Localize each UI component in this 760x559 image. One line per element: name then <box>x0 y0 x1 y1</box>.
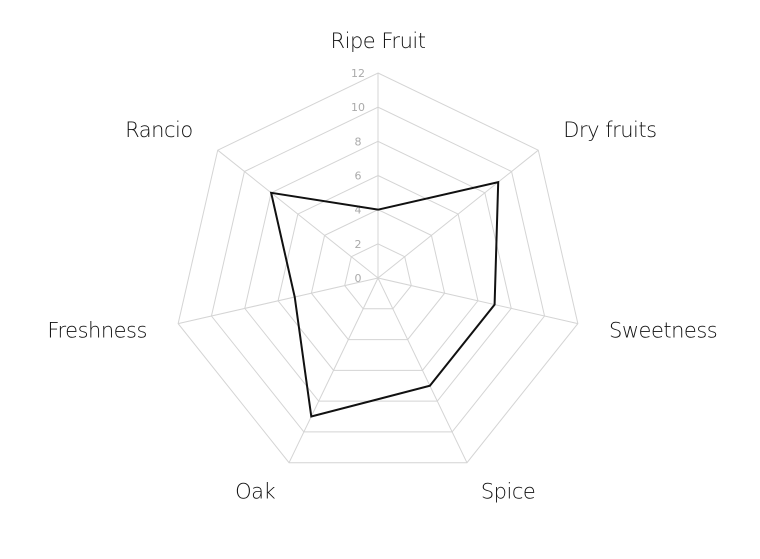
category-label: Rancio <box>125 118 193 142</box>
category-label: Freshness <box>47 319 147 343</box>
spoke <box>178 277 379 325</box>
grid-ring <box>210 106 546 433</box>
r-tick-label: 2 <box>355 238 362 251</box>
data-line <box>269 180 500 418</box>
spoke <box>217 149 379 279</box>
grid-ring <box>277 174 479 371</box>
category-label: Dry fruits <box>563 118 656 142</box>
grid-ring <box>310 209 446 341</box>
r-tick-label: 8 <box>355 135 362 148</box>
spoke <box>377 277 578 325</box>
grid-ring <box>344 243 412 310</box>
spoke <box>377 149 539 279</box>
category-label: Oak <box>235 480 275 504</box>
spoke <box>377 277 468 463</box>
r-tick-label: 4 <box>355 204 362 217</box>
grid-ring <box>177 72 579 464</box>
r-tick-label: 12 <box>351 67 365 80</box>
spoke <box>288 277 379 463</box>
grid-ring <box>244 140 512 402</box>
category-label: Ripe Fruit <box>331 29 426 53</box>
r-tick-label: 0 <box>355 272 362 285</box>
category-label: Spice <box>481 480 535 504</box>
r-tick-label: 10 <box>351 101 365 114</box>
r-tick-label: 6 <box>355 170 362 183</box>
category-label: Sweetness <box>609 319 717 343</box>
